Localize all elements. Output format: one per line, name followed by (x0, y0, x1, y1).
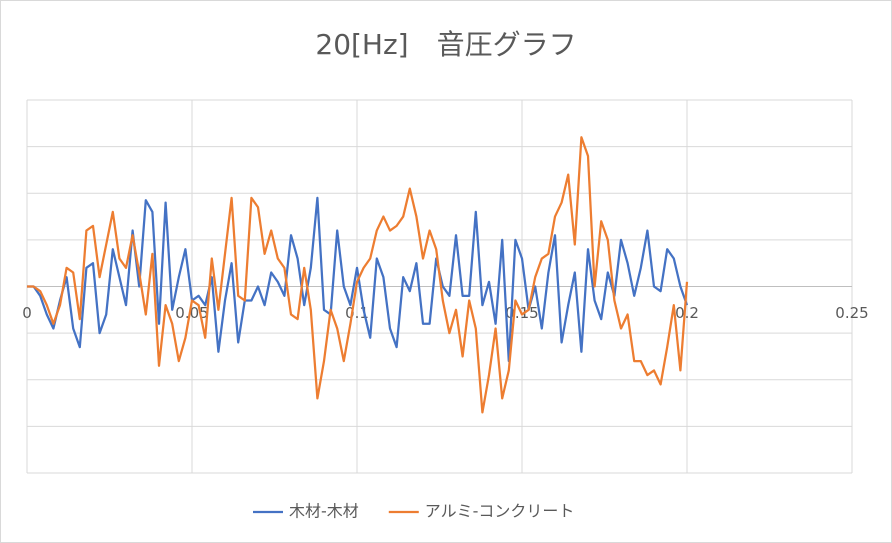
legend-label: 木材-木材 (289, 502, 359, 521)
legend-label: アルミ-コンクリート (425, 502, 575, 521)
chart-title: 20[Hz] 音圧グラフ (315, 28, 576, 61)
x-tick-label: 0 (22, 304, 32, 322)
x-tick-label: 0.2 (675, 304, 699, 322)
series-line (27, 136, 689, 414)
x-tick-label: 0.25 (835, 304, 868, 322)
series-line (27, 196, 689, 363)
